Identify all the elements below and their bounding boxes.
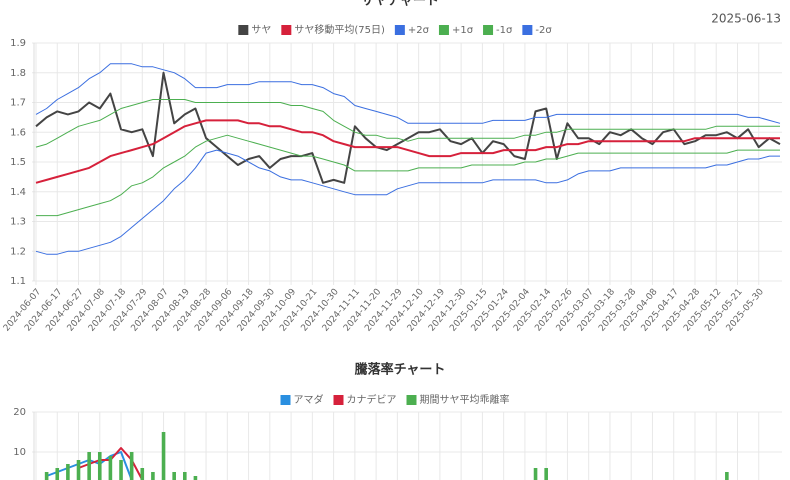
legend-label: アマダ <box>294 393 324 406</box>
legend-swatch <box>438 25 449 35</box>
bar <box>97 452 102 480</box>
bar <box>108 456 113 480</box>
series-line <box>35 63 781 124</box>
series-line <box>35 119 780 184</box>
legend-swatch <box>406 395 417 405</box>
legend: サヤ サヤ移動平均(75日) +2σ +1σ -1σ -2σ <box>238 23 552 36</box>
bar <box>725 472 729 480</box>
legend-swatch <box>238 25 249 35</box>
legend-label: カナデビア <box>347 393 397 406</box>
bar <box>151 472 155 480</box>
bar <box>119 460 123 480</box>
legend-swatch <box>394 25 405 35</box>
legend-swatch <box>281 25 292 35</box>
y-tick-label: 10 <box>13 447 26 458</box>
series-line <box>36 134 780 217</box>
bar <box>66 464 70 480</box>
legend-label: サヤ移動平均(75日) <box>294 23 385 36</box>
bar <box>544 468 548 480</box>
series-line <box>35 149 780 255</box>
legend-label: +2σ <box>408 25 430 36</box>
y-tick-label: 1.6 <box>10 127 26 138</box>
bar <box>183 472 187 480</box>
bar <box>533 468 538 480</box>
bar <box>87 452 91 480</box>
legend-swatch <box>522 25 533 35</box>
chart-title: 騰落率チャート <box>355 362 446 378</box>
bar <box>140 468 145 480</box>
bar <box>193 476 198 480</box>
y-tick-label: 1.2 <box>10 246 26 257</box>
y-tick-label: 1.5 <box>10 157 26 168</box>
legend-swatch <box>483 25 494 35</box>
bar <box>172 472 176 480</box>
legend-label: -1σ <box>496 25 513 36</box>
legend-label: 期間サヤ平均乖離率 <box>420 393 510 406</box>
series-line <box>35 71 781 184</box>
y-tick-label: 1.7 <box>10 98 26 109</box>
y-tick-label: 1.4 <box>10 187 26 198</box>
y-tick-label: 1.1 <box>10 276 26 287</box>
bar <box>44 472 49 480</box>
bar <box>55 468 60 480</box>
y-tick-label: 1.9 <box>10 38 26 49</box>
legend-label: サヤ <box>251 24 271 36</box>
legend: アマダ カナデビア 期間サヤ平均乖離率 <box>280 393 510 406</box>
y-tick-label: 1.3 <box>10 217 26 228</box>
legend-swatch <box>280 395 291 405</box>
series-line <box>35 99 780 148</box>
legend-label: +1σ <box>452 25 474 36</box>
bar <box>161 432 166 480</box>
bar <box>76 460 81 480</box>
legend-swatch <box>333 395 344 405</box>
bar <box>129 452 134 480</box>
y-tick-label: 1.8 <box>10 68 26 79</box>
date: 2025-06-13 <box>711 12 781 26</box>
chart-title: サヤチャート <box>361 0 439 9</box>
legend-label: -2σ <box>535 25 552 36</box>
y-tick-label: 20 <box>13 407 26 418</box>
